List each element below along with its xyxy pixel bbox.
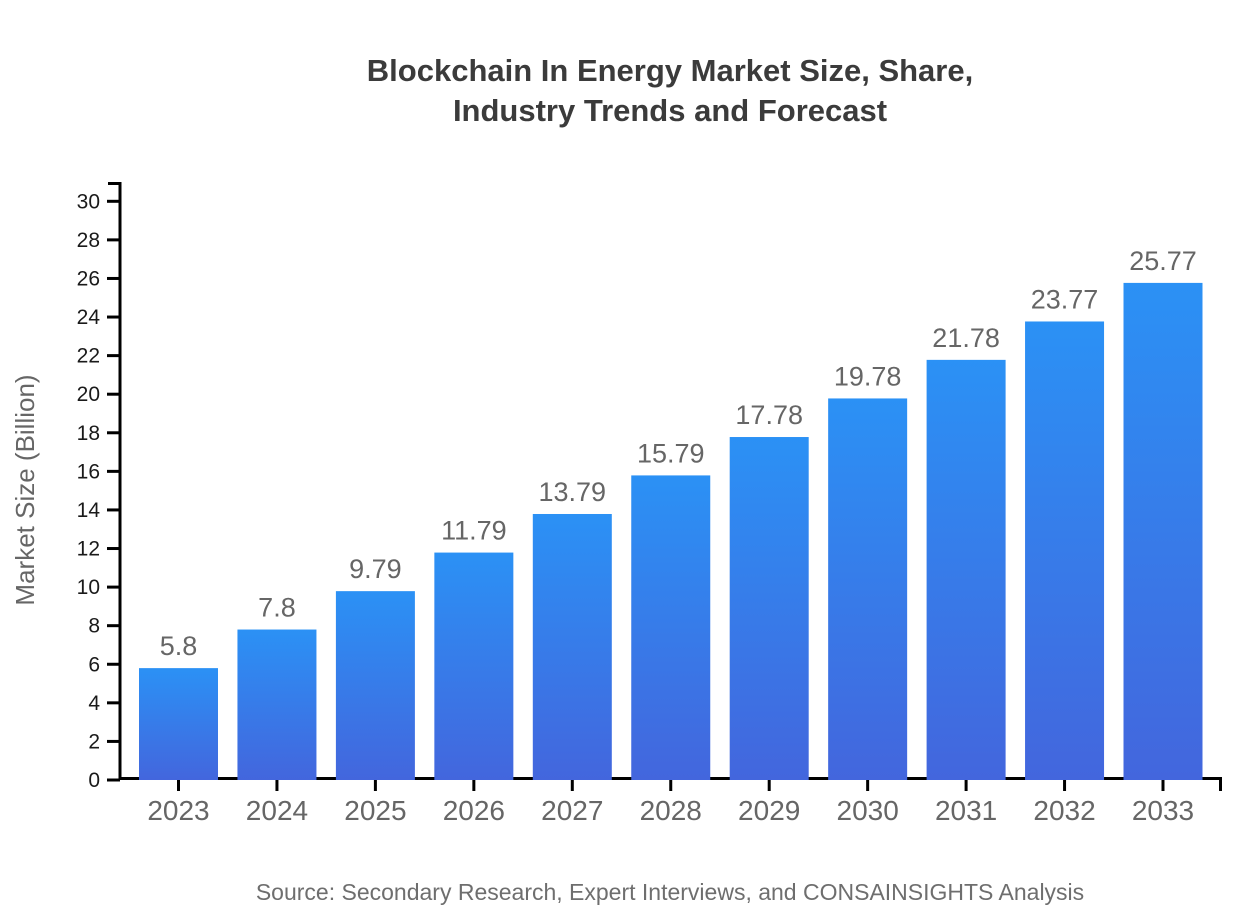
x-axis-tick-label: 2032 [1033, 795, 1095, 826]
y-axis-tick-label: 8 [88, 615, 100, 638]
y-axis-tick-label: 28 [77, 229, 100, 252]
x-axis-tick-label: 2029 [738, 795, 800, 826]
y-axis-tick-label: 0 [88, 769, 100, 792]
y-axis-tick-label: 2 [88, 730, 100, 753]
bar-value-label: 19.78 [834, 361, 902, 391]
bars-group [139, 282, 1203, 780]
y-axis-tick-label: 20 [77, 383, 100, 406]
x-axis-ticks-group [177, 780, 1165, 791]
y-axis-tick-label: 30 [77, 190, 100, 213]
bar [139, 668, 218, 780]
bar [532, 513, 612, 780]
bar [926, 359, 1006, 780]
bar [1025, 321, 1105, 780]
x-axis-tick-label: 2024 [246, 795, 308, 826]
y-axis-tick-label: 10 [77, 576, 100, 599]
bar-value-label: 21.78 [932, 323, 1000, 353]
bar-value-label: 25.77 [1129, 246, 1197, 276]
chart-title-line-2: Industry Trends and Forecast [453, 93, 887, 128]
bar [237, 629, 317, 780]
bar-value-label: 23.77 [1031, 284, 1099, 314]
bar-value-label: 15.79 [637, 438, 705, 468]
y-axis-tick-label: 16 [77, 460, 100, 483]
x-axis-tick-label: 2027 [541, 795, 603, 826]
x-axis-tick-label: 2031 [935, 795, 997, 826]
x-axis-tick-label: 2026 [443, 795, 505, 826]
x-axis-tick-label: 2028 [640, 795, 702, 826]
bar [828, 398, 908, 780]
x-axis-labels-group: 2023 2024 2025 2026 2027 2028 2029 2030 2031 2032… [147, 795, 1194, 826]
bar-value-label: 17.78 [735, 400, 803, 430]
y-axis-tick-label: 4 [88, 692, 100, 715]
source-text: Source: Secondary Research, Expert Inter… [256, 879, 1084, 905]
bar [335, 591, 415, 780]
bar-value-label: 7.8 [258, 593, 296, 623]
y-axis-tick-label: 24 [77, 306, 101, 329]
bar-value-label: 13.79 [539, 477, 607, 507]
x-axis-tick-label: 2033 [1132, 795, 1194, 826]
y-axis-tick-label: 26 [77, 267, 100, 290]
bar [631, 475, 711, 780]
x-axis-tick-label: 2023 [147, 795, 209, 826]
bar-value-labels-group: 5.8 7.8 9.79 11.79 13.79 15.79 17.78 19.78 21.78… [160, 246, 1197, 661]
y-axis-tick-label: 6 [88, 653, 100, 676]
bar-value-label: 9.79 [349, 554, 402, 584]
bar [1123, 282, 1203, 780]
y-axis-tick-label: 12 [77, 538, 100, 561]
x-axis-tick-label: 2025 [344, 795, 406, 826]
y-axis-label: Market Size (Billion) [10, 374, 40, 605]
bar-value-label: 5.8 [160, 631, 198, 661]
bar [434, 552, 514, 780]
bar-value-label: 11.79 [441, 516, 507, 546]
y-axis-tick-label: 18 [77, 422, 100, 445]
y-axis-tick-label: 14 [77, 499, 101, 522]
y-axis-tick-label: 22 [77, 345, 100, 368]
x-axis-tick-label: 2030 [837, 795, 899, 826]
chart-title-line-1: Blockchain In Energy Market Size, Share, [367, 53, 973, 88]
bar [729, 437, 809, 780]
